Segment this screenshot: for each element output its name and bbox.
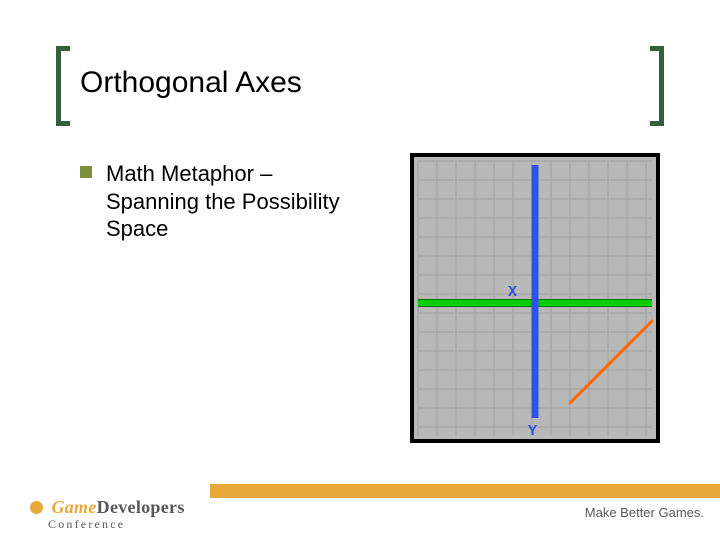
bullet-text: Math Metaphor – Spanning the Possibility… bbox=[106, 160, 370, 243]
logo-game: Game bbox=[51, 497, 96, 517]
bullet-marker-icon bbox=[80, 166, 92, 178]
bullet-item: Math Metaphor – Spanning the Possibility… bbox=[80, 160, 370, 243]
title-bracket-right bbox=[650, 46, 664, 126]
slide-footer: GameDevelopers Conference Make Better Ga… bbox=[0, 484, 720, 540]
svg-text:Y: Y bbox=[528, 423, 537, 440]
logo-bullet-icon bbox=[30, 501, 43, 514]
axes-svg: XY bbox=[410, 153, 660, 443]
slide-title: Orthogonal Axes bbox=[80, 66, 302, 100]
logo-sub-text: Conference bbox=[48, 518, 185, 530]
logo-dev: Developers bbox=[97, 497, 185, 517]
footer-tagline: Make Better Games. bbox=[585, 505, 704, 520]
slide: Orthogonal Axes Math Metaphor – Spanning… bbox=[0, 0, 720, 540]
svg-text:X: X bbox=[508, 284, 517, 301]
title-bracket-left bbox=[56, 46, 70, 126]
axes-diagram: XY bbox=[410, 153, 660, 443]
footer-accent-bar bbox=[210, 484, 720, 498]
gdc-logo: GameDevelopers Conference bbox=[30, 498, 185, 530]
logo-main-text: GameDevelopers bbox=[51, 497, 184, 517]
